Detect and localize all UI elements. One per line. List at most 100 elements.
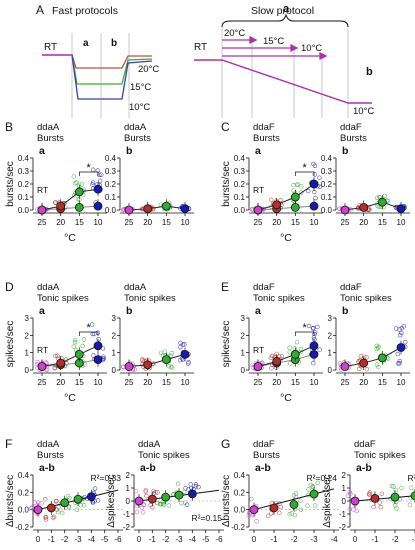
neuron-label: ddaA [37,282,60,293]
neuron-label: ddaA [124,122,147,133]
data-point-raw [269,197,274,203]
neuron-label: ddaF [253,282,275,293]
mean-marker [33,505,43,515]
protocol-label: a-b [140,462,156,474]
data-point-raw [55,353,60,359]
y-tick-label: 0.3 [321,167,333,176]
mean-marker [396,204,406,214]
fast-rt-label: RT [44,42,57,53]
y-tick-label: 1 [25,349,30,358]
mean-marker [143,204,153,214]
data-point-raw [306,188,311,194]
mean-marker [253,205,263,215]
mean-marker [86,492,96,502]
data-point-raw [246,513,252,518]
data-point-raw [168,364,174,370]
data-point-raw [375,345,381,351]
protocol-label: a [255,145,261,157]
x-tick-label: 10 [94,218,103,227]
r-squared-label: R²=0.33 [91,473,122,483]
neuron-label: ddaF [340,282,362,293]
y-axis-label: Δbursts/sec [221,475,232,527]
neuron-label: ddaF [340,122,362,133]
data-point-raw [158,350,164,355]
data-point-raw [157,501,163,507]
data-point-raw [311,360,316,366]
y-tick-label: 2 [112,331,117,340]
data-point-raw [291,182,296,188]
data-point-raw [89,322,95,327]
sig-bracket [294,171,315,176]
fast-label-10: 10°C [129,102,150,113]
data-point-raw [99,172,104,177]
data-point-raw [288,361,293,366]
data-point-raw [52,365,57,370]
chart-g-1: -0.20.00.20.4GddaFBurstsa-bΔbursts/sec°C… [221,437,339,550]
data-point-raw [249,496,254,502]
mean-marker [359,358,369,368]
data-point-raw [315,324,320,330]
data-point-raw [72,339,78,345]
y-tick-label: 0.4 [234,154,246,163]
mean-marker [350,496,360,506]
data-point-raw [298,190,304,195]
slow-label-20: 20°C [224,28,245,39]
data-point-raw [79,182,85,187]
data-point-raw [158,502,163,507]
data-point-raw [364,355,369,360]
x-tick-label: 25 [38,218,47,227]
mean-marker [93,184,103,194]
data-point-raw [53,353,58,359]
series-line [257,205,315,211]
y-tick-label: 1 [328,349,333,358]
panel-letter: D [5,280,14,294]
y-tick-label: 0.4 [105,154,117,163]
sig-star: * [87,322,92,334]
y-tick-label: 0 [25,366,30,375]
data-point-raw [397,358,403,364]
data-point-raw [155,490,160,495]
measure-label: Tonic spikes [138,450,190,461]
slow-rt-label: RT [194,42,207,53]
mean-marker [253,362,263,371]
measure-label: Bursts [124,133,151,144]
y-tick-label: 1 [126,484,131,493]
mean-marker [180,204,190,214]
panel-letter: B [5,120,13,134]
mean-marker [249,505,259,515]
data-point-raw [312,331,317,337]
x-tick-label: -1 [48,535,56,544]
data-point-raw [399,330,404,336]
x-tick-label: -6 [114,535,122,544]
x-tick-label: 20 [143,378,152,387]
y-tick-label: 1 [241,349,246,358]
data-point-raw [92,486,98,491]
x-tick-label: -4 [330,535,338,544]
charts-layer: 0.00.10.20.30.4B ddaABurstsabursts/sec°C2… [5,120,415,550]
x-tick-label: -6 [215,535,223,544]
data-point-raw [312,163,318,168]
data-point-raw [306,487,311,492]
data-point-raw [397,327,402,332]
series-line [257,183,315,211]
sig-bracket [78,331,99,336]
data-point-raw [56,509,61,515]
x-tick-label: -1 [371,535,379,544]
data-point-raw [379,491,385,497]
data-point-raw [313,195,318,201]
y-tick-label: 2 [328,331,333,340]
fast-label-15: 15°C [130,82,151,93]
y-tick-label: 2 [342,471,347,480]
data-point-raw [43,517,49,522]
protocol-label: a [39,145,45,157]
rt-label: RT [253,345,264,355]
data-point-raw [397,332,403,338]
y-tick-label: -2 [123,523,131,532]
data-point-raw [182,342,187,347]
y-tick-label: 0.0 [18,506,30,515]
data-point-raw [375,195,380,201]
x-axis-label: °C [64,392,76,404]
